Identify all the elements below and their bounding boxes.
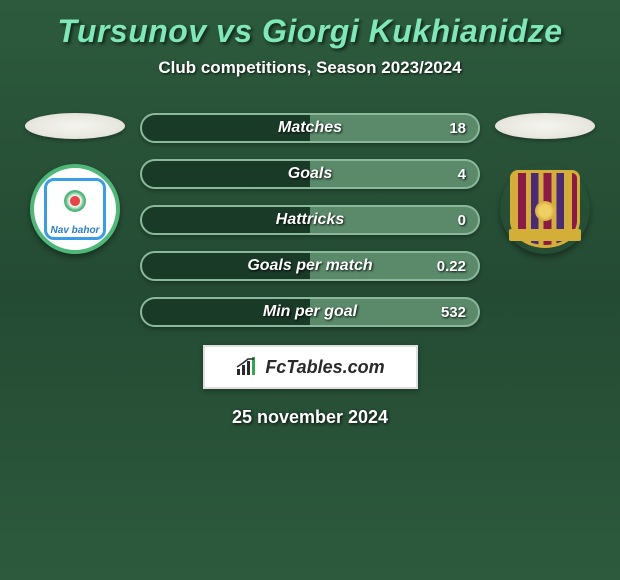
stat-row: Goals 4 xyxy=(140,159,480,189)
stats-card: Tursunov vs Giorgi Kukhianidze Club comp… xyxy=(0,0,620,428)
shield-icon xyxy=(510,170,580,248)
stat-value-right: 532 xyxy=(441,304,466,321)
stat-value-right: 18 xyxy=(449,120,466,137)
stat-row: Min per goal 532 xyxy=(140,297,480,327)
club-crest-right xyxy=(500,164,590,254)
player-left-avatar xyxy=(25,113,125,139)
crest-left-label: Nav bahor xyxy=(45,225,105,236)
stat-label: Matches xyxy=(278,119,342,137)
stat-value-right: 0.22 xyxy=(437,258,466,275)
stat-label: Hattricks xyxy=(276,211,344,229)
stat-row: Hattricks 0 xyxy=(140,205,480,235)
stats-area: Nav bahor Matches 18 Goals 4 Hattricks 0 Goals… xyxy=(0,113,620,327)
subtitle: Club competitions, Season 2023/2024 xyxy=(0,58,620,78)
stats-list: Matches 18 Goals 4 Hattricks 0 Goals per match… xyxy=(140,113,480,327)
date-label: 25 november 2024 xyxy=(232,407,388,428)
left-player-column: Nav bahor xyxy=(20,113,130,254)
stat-label: Goals per match xyxy=(247,257,372,275)
right-player-column xyxy=(490,113,600,254)
stat-value-right: 0 xyxy=(458,212,466,229)
chart-icon xyxy=(235,357,259,377)
shield-banner xyxy=(509,229,581,241)
club-crest-left: Nav bahor xyxy=(30,164,120,254)
crest-left-emblem-icon xyxy=(64,190,86,212)
stat-label: Goals xyxy=(288,165,332,183)
page-title: Tursunov vs Giorgi Kukhianidze xyxy=(0,8,620,58)
player-right-avatar xyxy=(495,113,595,139)
stat-row: Matches 18 xyxy=(140,113,480,143)
stat-value-right: 4 xyxy=(458,166,466,183)
brand-logo-box: FcTables.com xyxy=(203,345,418,389)
brand-name: FcTables.com xyxy=(265,357,384,378)
footer: FcTables.com 25 november 2024 xyxy=(0,345,620,428)
stat-row: Goals per match 0.22 xyxy=(140,251,480,281)
stat-label: Min per goal xyxy=(263,303,357,321)
